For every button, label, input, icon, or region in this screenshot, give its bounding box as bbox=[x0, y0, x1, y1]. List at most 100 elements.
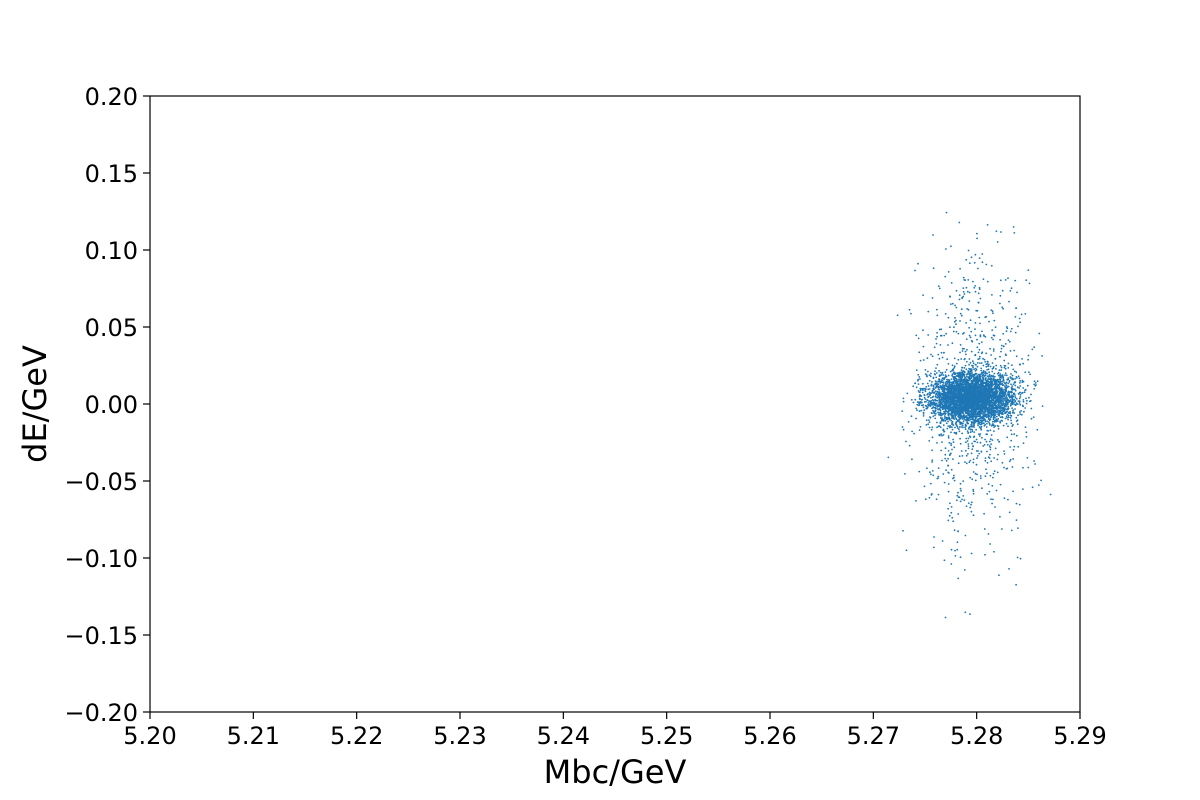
scatter-point bbox=[929, 416, 931, 418]
scatter-point bbox=[992, 424, 995, 427]
scatter-point bbox=[957, 577, 960, 580]
scatter-point bbox=[996, 424, 999, 427]
scatter-point bbox=[1025, 435, 1028, 438]
scatter-point bbox=[960, 397, 963, 399]
scatter-point bbox=[981, 253, 984, 255]
scatter-point bbox=[959, 351, 961, 354]
scatter-point bbox=[961, 424, 964, 427]
scatter-point bbox=[1026, 399, 1028, 402]
scatter-point bbox=[986, 420, 989, 423]
scatter-point bbox=[969, 336, 972, 339]
scatter-point bbox=[940, 418, 943, 420]
scatter-point bbox=[991, 398, 994, 400]
scatter-point bbox=[925, 386, 928, 388]
scatter-point bbox=[1021, 379, 1024, 382]
scatter-point bbox=[981, 420, 983, 423]
scatter-point bbox=[983, 417, 985, 420]
scatter-point bbox=[994, 385, 996, 388]
scatter-point bbox=[970, 256, 973, 259]
scatter-point bbox=[1022, 362, 1025, 365]
scatter-point bbox=[1025, 279, 1028, 282]
scatter-point bbox=[940, 433, 942, 436]
scatter-point bbox=[1015, 355, 1018, 358]
scatter-point bbox=[1022, 488, 1024, 490]
scatter-point bbox=[959, 320, 961, 322]
scatter-point bbox=[901, 426, 904, 428]
scatter-point bbox=[919, 387, 922, 390]
scatter-point bbox=[945, 368, 948, 371]
scatter-point bbox=[922, 389, 924, 391]
scatter-point bbox=[951, 426, 953, 428]
scatter-point bbox=[940, 381, 943, 384]
scatter-point bbox=[931, 399, 934, 401]
scatter-point bbox=[939, 413, 942, 415]
scatter-point bbox=[972, 412, 975, 414]
scatter-point bbox=[951, 373, 954, 376]
scatter-point bbox=[927, 404, 930, 407]
scatter-point bbox=[995, 418, 998, 421]
scatter-point bbox=[1003, 399, 1005, 401]
scatter-point bbox=[970, 330, 973, 333]
scatter-point bbox=[912, 401, 915, 404]
scatter-point bbox=[1001, 399, 1003, 402]
scatter-point bbox=[967, 453, 969, 455]
scatter-point bbox=[963, 408, 966, 411]
scatter-point bbox=[973, 368, 975, 371]
scatter-point bbox=[997, 418, 1000, 420]
scatter-point bbox=[970, 377, 973, 380]
scatter-point bbox=[927, 402, 930, 404]
scatter-point bbox=[941, 459, 943, 462]
scatter-point bbox=[970, 503, 972, 506]
scatter-point bbox=[946, 407, 949, 409]
scatter-point bbox=[989, 405, 992, 408]
scatter-point bbox=[936, 405, 939, 408]
scatter-point bbox=[1010, 422, 1013, 425]
scatter-point bbox=[991, 370, 994, 373]
scatter-point bbox=[969, 396, 971, 398]
scatter-point bbox=[929, 401, 932, 404]
scatter-point bbox=[947, 316, 950, 319]
scatter-point bbox=[1021, 404, 1024, 407]
scatter-point bbox=[975, 428, 977, 431]
scatter-point bbox=[966, 375, 968, 378]
scatter-point bbox=[999, 364, 1002, 367]
scatter-point bbox=[958, 426, 961, 428]
scatter-point bbox=[991, 484, 994, 487]
scatter-point bbox=[966, 308, 969, 310]
scatter-point bbox=[1004, 374, 1006, 376]
scatter-point bbox=[1011, 364, 1013, 366]
scatter-point bbox=[979, 377, 982, 380]
scatter-point bbox=[957, 380, 960, 383]
scatter-point bbox=[941, 408, 944, 410]
scatter-point bbox=[942, 374, 945, 376]
scatter-point bbox=[993, 412, 995, 415]
scatter-point bbox=[990, 460, 993, 463]
scatter-point bbox=[958, 419, 960, 422]
scatter-point bbox=[954, 555, 957, 557]
scatter-point bbox=[984, 370, 987, 373]
scatter-point bbox=[998, 574, 1000, 577]
scatter-point bbox=[980, 450, 983, 453]
scatter-point bbox=[988, 415, 991, 417]
scatter-point bbox=[971, 418, 974, 421]
scatter-point bbox=[936, 308, 938, 311]
scatter-point bbox=[955, 382, 958, 385]
scatter-point bbox=[972, 514, 975, 517]
scatter-point bbox=[982, 411, 985, 414]
scatter-point bbox=[950, 381, 952, 384]
scatter-point bbox=[950, 442, 952, 445]
scatter-point bbox=[945, 459, 948, 462]
scatter-point bbox=[991, 420, 994, 423]
scatter-point bbox=[969, 418, 972, 421]
scatter-point bbox=[984, 420, 987, 423]
scatter-point bbox=[964, 399, 967, 402]
scatter-point bbox=[918, 470, 921, 473]
scatter-point bbox=[1004, 409, 1006, 411]
scatter-point bbox=[933, 401, 935, 404]
scatter-point bbox=[974, 370, 977, 372]
scatter-point bbox=[970, 501, 973, 504]
scatter-point bbox=[972, 488, 975, 491]
scatter-point bbox=[1002, 332, 1005, 335]
scatter-point bbox=[1009, 416, 1012, 419]
scatter-point bbox=[965, 388, 968, 390]
